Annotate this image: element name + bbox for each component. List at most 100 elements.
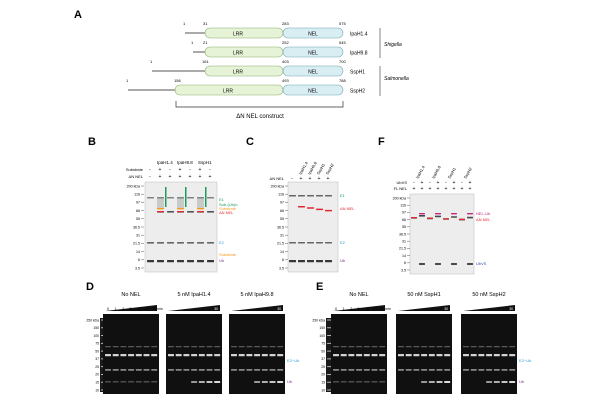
marker-label: 15 — [321, 381, 325, 385]
gel-band — [333, 346, 339, 348]
gel-band — [207, 260, 214, 263]
residue-lrr: 31 — [203, 21, 208, 26]
marker-label: 31 — [136, 234, 140, 238]
gel-band — [356, 369, 363, 371]
residue-end: 788 — [339, 78, 346, 83]
gel-band — [298, 242, 305, 244]
time-label: 30 min — [380, 307, 391, 311]
sign-mark: - — [149, 174, 151, 180]
gel-band — [493, 369, 500, 371]
sign-mark: + — [179, 167, 182, 173]
label-ub: Ub — [219, 258, 225, 263]
time-label: 10 — [137, 307, 141, 311]
gel-band — [120, 369, 127, 371]
gel-band — [206, 381, 213, 383]
lane-label: IpaH9.8 — [431, 164, 443, 179]
gel-band — [444, 381, 451, 383]
label-dnnel: ΔN NEL — [340, 206, 355, 211]
marker-label: 75 — [321, 342, 325, 346]
gel-band — [261, 381, 268, 383]
lane-label: IpaH1.4 — [298, 160, 310, 175]
gel-band — [307, 260, 314, 263]
time-label: 30 min — [152, 307, 163, 311]
time-label: 1 — [343, 307, 345, 311]
sign-mark: - — [169, 167, 171, 173]
sign-mark: + — [169, 174, 172, 180]
time-label: 1 — [115, 307, 117, 311]
gel-band — [261, 346, 268, 348]
sign-mark: + — [461, 186, 464, 192]
marker-label: 25 — [321, 365, 325, 369]
nel-domain — [282, 65, 344, 77]
flnel-row-label: FL NEL — [394, 186, 408, 191]
gel-band — [207, 197, 214, 199]
gel-band — [167, 242, 174, 244]
panel-d-letter: D — [86, 281, 94, 293]
panel-f-letter: F — [378, 136, 385, 148]
gel-band — [298, 195, 305, 197]
residue-end: 700 — [339, 59, 346, 64]
gel-band — [419, 213, 425, 215]
marker-label: 37 — [95, 357, 99, 361]
marker-label: 55 — [402, 225, 406, 229]
marker-label: 150 — [319, 326, 325, 330]
residue-start: 1 — [183, 21, 186, 26]
marker-label: 66 — [280, 209, 284, 213]
gel-band — [325, 209, 332, 212]
marker-label: 14 — [402, 254, 406, 258]
nel-label: NEL — [308, 51, 318, 57]
gel-band — [371, 346, 378, 348]
marker-label: 21.5 — [399, 247, 406, 251]
gel-band — [167, 197, 174, 199]
gel-band — [470, 346, 477, 348]
gel-band — [348, 346, 355, 348]
sign-mark: + — [469, 186, 472, 192]
dnnel-row-label: ΔN NEL — [270, 176, 285, 181]
gel-band — [363, 346, 370, 348]
gel-band — [128, 381, 135, 383]
nel-domain — [282, 27, 344, 39]
gel-band — [444, 346, 451, 348]
gel-band — [340, 369, 347, 371]
gel-band — [191, 369, 198, 371]
gel-band — [427, 217, 433, 219]
gel-band — [175, 346, 182, 348]
lane-label: SspH1 — [447, 166, 458, 180]
gel-band — [356, 354, 363, 357]
gel-band — [214, 346, 221, 348]
gel-band — [371, 381, 378, 383]
nel-label: NEL — [308, 70, 318, 76]
gel-band — [435, 215, 441, 218]
gel-band — [371, 354, 378, 357]
ub-chain-bar — [205, 187, 207, 207]
gel-band — [405, 354, 412, 357]
gel-band — [277, 354, 284, 357]
gel-band — [307, 242, 314, 244]
gel-band — [128, 354, 135, 357]
gel-band — [348, 381, 355, 383]
gel-band — [467, 263, 473, 265]
sign-mark: + — [309, 176, 312, 182]
marker-label: 6 — [404, 261, 406, 265]
gel-band — [238, 346, 245, 348]
gel-band — [419, 263, 425, 265]
nel-construct-bracket — [175, 101, 344, 108]
lrr-domain — [204, 65, 284, 77]
gel-band — [501, 369, 508, 371]
lane-label: SspH2 — [325, 162, 336, 176]
gel-band — [444, 369, 451, 371]
gel-band — [421, 354, 428, 357]
residue-lrr: 21 — [203, 40, 208, 45]
gel-band — [261, 369, 268, 371]
gel-band — [398, 354, 404, 357]
gel-band — [493, 346, 500, 348]
gel-band — [198, 354, 205, 357]
time-label: 0 — [107, 307, 109, 311]
gel-band — [486, 354, 493, 357]
gel-band — [135, 346, 142, 348]
bracket-label: ΔN NEL construct — [236, 114, 284, 120]
gel-band — [143, 369, 150, 371]
gel-band — [470, 369, 477, 371]
gel-band — [187, 260, 194, 263]
sign-mark: + — [179, 174, 182, 180]
